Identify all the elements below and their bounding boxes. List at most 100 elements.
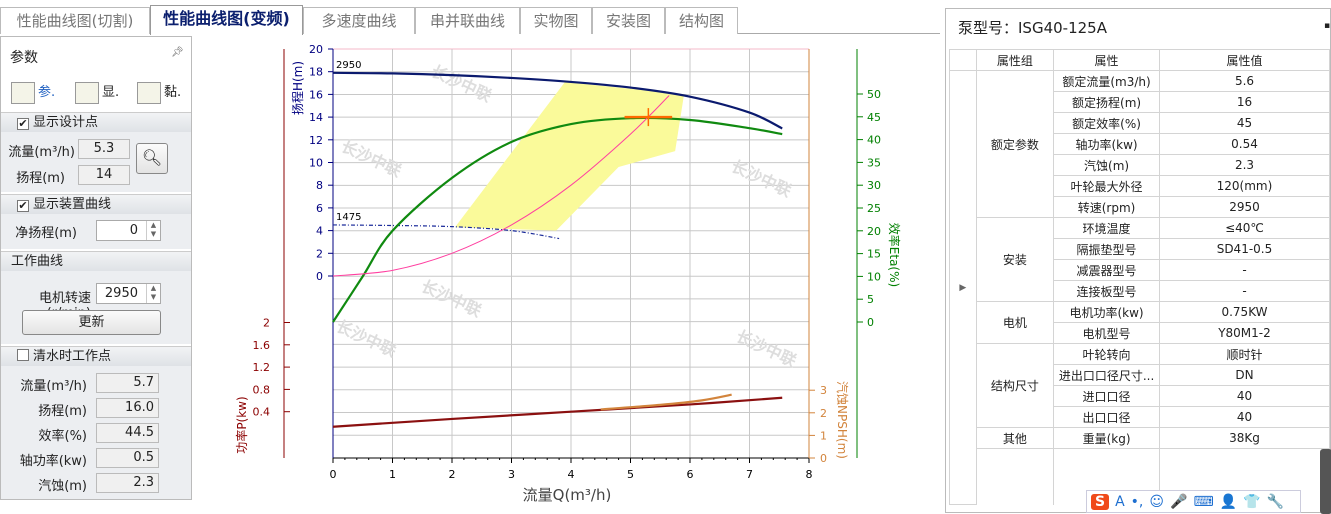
value-cell: 38Kg — [1158, 427, 1331, 449]
punctuation-icon[interactable]: •, — [1130, 493, 1144, 510]
design-point-section: ✔ 显示设计点 流量(m³/h) 5.3 扬程(m) 14 🔍︎ — [1, 112, 191, 192]
value-cell: 0.75KW — [1158, 301, 1331, 323]
clean-value-field: 16.0 — [96, 398, 159, 418]
value-cell: 40 — [1158, 406, 1331, 428]
microphone-icon[interactable]: 🎤 — [1170, 493, 1188, 510]
clean-label: 轴功率(kw) — [19, 454, 87, 469]
eta-tick-label: 45 — [867, 111, 881, 124]
search-design-point-button[interactable]: 🔍︎ — [136, 143, 168, 174]
clean-label: 扬程(m) — [38, 404, 87, 419]
stepper-arrows-icon[interactable]: ▲ ▼ — [146, 284, 160, 303]
keyboard-icon[interactable]: ⌨ — [1193, 493, 1214, 510]
motor-speed-stepper[interactable]: 2950 ▲ ▼ — [96, 283, 161, 304]
static-head-stepper[interactable]: 0 ▲ ▼ — [96, 220, 161, 241]
design-flow-field[interactable]: 5.3 — [78, 139, 130, 159]
property-cell: 转速(rpm) — [1053, 196, 1160, 218]
tool-params-button[interactable]: 参. — [11, 77, 55, 109]
tab-5[interactable]: 安装图 — [592, 7, 665, 34]
table-row[interactable]: ▶ 额定参数 额定流量(m3/h) 5.6 — [949, 70, 1331, 505]
tab-1[interactable]: 性能曲线图(变频) — [150, 5, 303, 35]
eta-tick-label: 50 — [867, 88, 881, 101]
x-tick-label: 4 — [568, 468, 575, 481]
table-row[interactable]: 结构尺寸 叶轮转向 顺时针 — [950, 343, 1331, 428]
value-cell: 16 — [1158, 91, 1331, 113]
sogou-logo-icon[interactable]: S — [1091, 493, 1110, 510]
pump-properties-panel: 泵型号：ISG40-125A ▪ 属性组 属性 属性值 ▶ 额定参数 额定流量(m3/h)… — [945, 8, 1331, 514]
table-row[interactable]: 转速(rpm) 2950 — [950, 196, 1331, 218]
scrollbar[interactable] — [1320, 449, 1331, 514]
head-tick-label: 8 — [316, 179, 323, 192]
table-row[interactable]: 叶轮最大外径 120(mm) — [950, 175, 1331, 197]
curve-system — [332, 95, 670, 277]
emoji-icon[interactable]: ☺ — [1149, 493, 1164, 510]
curve-h-1475 — [332, 224, 560, 240]
wrench-icon[interactable]: 🔧 — [1266, 493, 1284, 510]
eta-axis-title: 效率Eta(%) — [887, 223, 902, 287]
value-cell: ≤40℃ — [1158, 217, 1331, 239]
property-cell: 轴功率(kw) — [1053, 133, 1160, 155]
curve-npsh — [600, 393, 732, 411]
property-cell: 额定效率(%) — [1053, 112, 1160, 134]
value-cell: - — [1158, 259, 1331, 281]
update-button[interactable]: 更新 — [22, 310, 161, 335]
curve-eta — [332, 116, 783, 323]
eta-tick-label: 35 — [867, 156, 881, 169]
npsh-axis-title: 汽蚀NPSH(m) — [835, 381, 850, 459]
property-cell: 叶轮转向 — [1053, 343, 1160, 365]
head-tick-label: 4 — [316, 225, 323, 238]
pin-icon[interactable]: 📌︎ — [171, 47, 184, 58]
column-header[interactable]: 属性组 — [975, 49, 1055, 71]
table-row[interactable]: 进口口径 40 — [950, 385, 1331, 407]
tab-3[interactable]: 串并联曲线 — [415, 7, 520, 34]
clean-value-field: 0.5 — [96, 448, 159, 468]
font-icon[interactable]: A — [1115, 493, 1125, 510]
head-tick-label: 18 — [309, 66, 323, 79]
tab-4[interactable]: 实物图 — [520, 7, 592, 34]
x-axis-title: 流量Q(m³/h) — [523, 486, 612, 504]
table-row[interactable]: 轴功率(kw) 0.54 — [950, 133, 1331, 155]
power-tick-label: 2 — [263, 317, 270, 330]
x-tick-label: 0 — [330, 468, 337, 481]
pin-icon[interactable]: ▪ — [1324, 21, 1331, 31]
group-cell: 额定参数 — [975, 70, 1055, 218]
show-design-point-checkbox[interactable]: ✔ 显示设计点 — [1, 113, 191, 132]
table-row[interactable]: 其他 重量(kg) 38Kg — [950, 427, 1331, 449]
group-cell: 结构尺寸 — [975, 343, 1055, 428]
chart-export-icon — [137, 81, 161, 104]
user-icon[interactable]: 👤 — [1219, 493, 1238, 510]
show-system-curve-checkbox[interactable]: ✔ 显示装置曲线 — [1, 195, 191, 214]
tool-paste-button[interactable]: 黏. — [137, 77, 181, 109]
table-row[interactable]: 安装 环境温度 ≤40℃ — [950, 217, 1331, 302]
property-cell: 额定流量(m3/h) — [1053, 70, 1160, 92]
tab-6[interactable]: 结构图 — [665, 7, 738, 34]
property-cell: 进出口口径尺寸... — [1053, 364, 1160, 386]
eta-tick-label: 15 — [867, 248, 881, 261]
property-cell: 进口口径 — [1053, 385, 1160, 407]
tab-bar: 性能曲线图(切割) 性能曲线图(变频) 多速度曲线 串并联曲线 实物图 安装图 结构图 — [0, 0, 940, 35]
table-row[interactable]: 进出口口径尺寸... DN — [950, 364, 1331, 386]
tab-2[interactable]: 多速度曲线 — [303, 7, 415, 34]
tool-display-button[interactable]: 显. — [75, 77, 119, 109]
column-header[interactable]: 属性 — [1053, 49, 1160, 71]
clean-value-field: 2.3 — [96, 473, 159, 493]
flow-label: 流量(m³/h) — [8, 145, 75, 160]
panel-title: 参数 — [10, 50, 38, 66]
npsh-tick-label: 3 — [820, 384, 827, 397]
head-tick-label: 16 — [309, 88, 323, 101]
table-row[interactable]: 电机型号 Y80M1-2 — [950, 322, 1331, 344]
design-head-field[interactable]: 14 — [78, 165, 130, 185]
clean-water-checkbox[interactable]: 清水时工作点 — [1, 347, 191, 366]
tab-0[interactable]: 性能曲线图(切割) — [0, 7, 150, 34]
stepper-arrows-icon[interactable]: ▲ ▼ — [146, 221, 160, 240]
property-cell: 减震器型号 — [1053, 259, 1160, 281]
column-header[interactable]: 属性值 — [1158, 49, 1331, 71]
eta-tick-label: 25 — [867, 202, 881, 215]
group-cell: 安装 — [975, 217, 1055, 302]
x-tick-label: 7 — [746, 468, 753, 481]
property-cell: 重量(kg) — [1053, 427, 1160, 449]
row-indicator-header — [949, 49, 977, 71]
property-cell: 额定扬程(m) — [1053, 91, 1160, 113]
skin-icon[interactable]: 👕 — [1243, 493, 1261, 510]
table-row[interactable]: 电机 电机功率(kw) 0.75KW — [950, 301, 1331, 344]
table-row[interactable]: 汽蚀(m) 2.3 — [950, 154, 1331, 176]
